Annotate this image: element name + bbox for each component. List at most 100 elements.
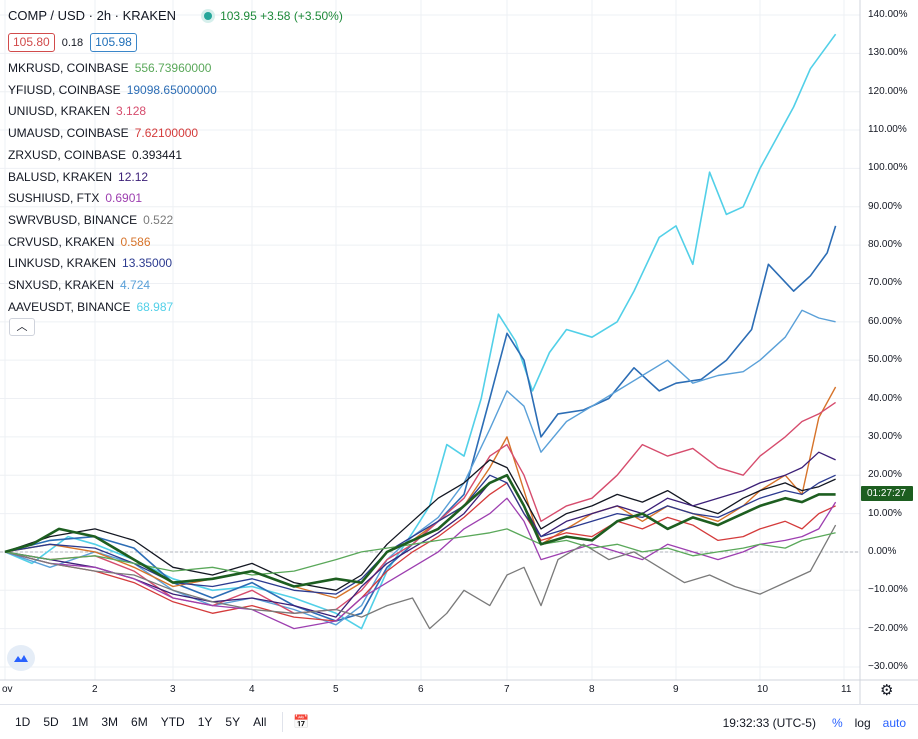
clock-time[interactable]: 19:32:33 (UTC-5) (722, 715, 816, 730)
legend-item[interactable]: CRVUSD, KRAKEN 0.586 (8, 232, 217, 254)
bid-ask-panel: 105.80 0.18 105.98 (8, 33, 137, 52)
range-button-5y[interactable]: 5Y (225, 715, 241, 729)
range-button-1d[interactable]: 1D (15, 715, 31, 729)
legend-item[interactable]: MKRUSD, COINBASE 556.73960000 (8, 58, 217, 80)
range-button-all[interactable]: All (253, 715, 267, 729)
legend-symbol: UNIUSD, KRAKEN (8, 104, 111, 119)
y-tick-label: 0.00% (868, 545, 897, 557)
range-button-5d[interactable]: 5D (43, 715, 59, 729)
series-layer (4, 33, 837, 630)
series-line-crvusd[interactable] (4, 386, 837, 599)
x-tick-label: 7 (504, 684, 510, 695)
legend-symbol: SUSHIUSD, FTX (8, 191, 100, 206)
series-line-mkrusd[interactable] (4, 528, 836, 576)
chart-canvas[interactable] (0, 0, 918, 704)
y-tick-label: −20.00% (868, 622, 908, 634)
legend-symbol: UMAUSD, COINBASE (8, 126, 129, 141)
legend-item[interactable]: BALUSD, KRAKEN 12.12 (8, 167, 217, 189)
legend-value: 7.62100000 (134, 126, 199, 141)
toolbar-right: 19:32:33 (UTC-5) % log auto (723, 705, 906, 739)
collapse-legend-button[interactable]: ︿ (9, 318, 35, 336)
range-button-1m[interactable]: 1M (71, 715, 89, 729)
y-tick-label: 100.00% (868, 162, 908, 174)
legend-symbol: CRVUSD, KRAKEN (8, 234, 115, 249)
x-tick-label: 3 (170, 684, 176, 695)
y-tick-label: 50.00% (868, 354, 902, 366)
countdown-price-tag: 01:27:27 (861, 486, 913, 501)
y-tick-label: 90.00% (868, 200, 902, 212)
legend-value: 13.35000 (122, 256, 173, 271)
y-tick-label: 60.00% (868, 315, 902, 327)
bid-price[interactable]: 105.80 (8, 33, 55, 52)
legend-item[interactable]: ZRXUSD, COINBASE 0.393441 (8, 145, 217, 167)
chevron-up-icon: ︿ (16, 321, 28, 333)
y-tick-label: 80.00% (868, 239, 902, 251)
legend-value: 556.73960000 (134, 61, 212, 75)
legend-symbol: LINKUSD, KRAKEN (8, 256, 117, 271)
legend-symbol: MKRUSD, COINBASE (8, 61, 129, 75)
legend-value: 0.393441 (132, 147, 183, 162)
legend-symbol: SWRVBUSD, BINANCE (8, 212, 138, 227)
legend-item[interactable]: SNXUSD, KRAKEN 4.724 (8, 275, 217, 297)
x-tick-label: 11 (841, 684, 852, 695)
legend-value: 12.12 (118, 169, 149, 184)
spread-value: 0.18 (61, 36, 84, 49)
log-scale-toggle[interactable]: log (854, 715, 871, 730)
legend-symbol: AAVEUSDT, BINANCE (8, 299, 131, 314)
series-line-aaveusdt[interactable] (4, 33, 837, 630)
gear-icon[interactable]: ⚙ (880, 682, 894, 699)
range-button-ytd[interactable]: YTD (160, 715, 185, 729)
x-tick-label: 2 (92, 684, 98, 695)
date-range-icon[interactable]: 📅 (293, 714, 310, 729)
auto-scale-toggle[interactable]: auto (882, 715, 906, 730)
y-tick-label: 120.00% (868, 85, 908, 97)
legend-value: 0.522 (143, 212, 174, 227)
legend-value: 19098.65000000 (126, 82, 217, 97)
range-buttons: 1D 5D 1M 3M 6M YTD 1Y 5Y All (15, 715, 279, 729)
legend-symbol: ZRXUSD, COINBASE (8, 147, 127, 162)
legend-item[interactable]: UNIUSD, KRAKEN 3.128 (8, 101, 217, 123)
compare-legend: MKRUSD, COINBASE 556.73960000 YFIUSD, COIN… (8, 58, 217, 318)
y-tick-label: 110.00% (868, 124, 907, 136)
series-line-zrxusd[interactable] (4, 459, 836, 591)
legend-item[interactable]: LINKUSD, KRAKEN 13.35000 (8, 253, 217, 275)
series-line-compusd[interactable] (4, 473, 836, 588)
x-tick-label: ov (2, 684, 13, 695)
series-line-swrvbusd[interactable] (4, 524, 837, 630)
range-button-6m[interactable]: 6M (131, 715, 148, 729)
legend-symbol: YFIUSD, COINBASE (8, 82, 121, 97)
percent-scale-toggle[interactable]: % (831, 715, 843, 730)
x-tick-label: 4 (249, 684, 255, 695)
x-tick-label: 6 (418, 684, 424, 695)
tradingview-cloud-icon[interactable] (7, 645, 35, 671)
y-tick-label: 30.00% (868, 430, 902, 442)
legend-symbol: SNXUSD, KRAKEN (8, 278, 115, 293)
legend-item[interactable]: YFIUSD, COINBASE 19098.65000000 (8, 80, 217, 102)
ask-price[interactable]: 105.98 (90, 33, 137, 52)
series-line-yfiusd[interactable] (4, 225, 837, 622)
x-tick-label: 9 (673, 684, 679, 695)
series-line-linkusd[interactable] (4, 474, 836, 595)
price-change: 103.95 +3.58 (+3.50%) (220, 8, 343, 23)
legend-item[interactable]: UMAUSD, COINBASE 7.62100000 (8, 123, 217, 145)
bottom-toolbar: 1D 5D 1M 3M 6M YTD 1Y 5Y All 📅 19:32:33 (UTC-5) … (0, 704, 918, 739)
range-button-1y[interactable]: 1Y (197, 715, 213, 729)
legend-value: 0.6901 (105, 191, 143, 206)
x-tick-label: 8 (589, 684, 595, 695)
y-tick-label: 10.00% (868, 507, 902, 519)
market-status-icon (204, 11, 213, 20)
x-tick-label: 5 (333, 684, 339, 695)
x-tick-label: 10 (757, 684, 769, 695)
legend-item[interactable]: AAVEUSDT, BINANCE 68.987 (8, 297, 217, 319)
legend-item[interactable]: SUSHIUSD, FTX 0.6901 (8, 188, 217, 210)
symbol-title[interactable]: COMP / USD · 2h · KRAKEN (8, 8, 177, 23)
y-tick-label: −10.00% (868, 584, 908, 596)
legend-value: 4.724 (120, 278, 151, 293)
legend-item[interactable]: SWRVBUSD, BINANCE 0.522 (8, 210, 217, 232)
y-tick-label: 130.00% (868, 47, 908, 59)
series-line-sushiusd[interactable] (4, 497, 837, 630)
range-button-3m[interactable]: 3M (101, 715, 119, 729)
axes (0, 0, 918, 704)
y-tick-label: 40.00% (868, 392, 902, 404)
toolbar-divider (282, 712, 284, 732)
